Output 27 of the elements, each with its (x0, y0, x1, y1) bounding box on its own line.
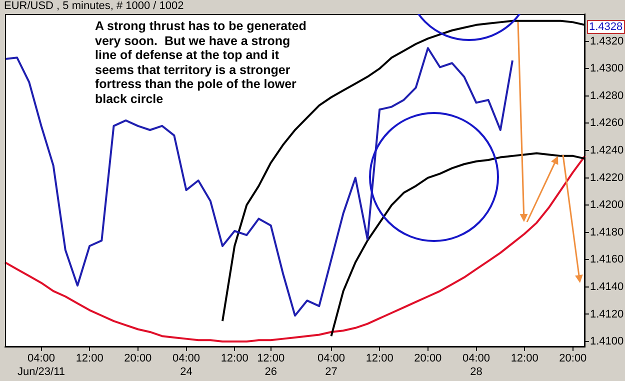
x-tick-label: 20:00 (559, 352, 587, 365)
y-tick-label: 1.4180 (590, 226, 624, 238)
x-tick-label: 04:00 28 (462, 352, 490, 378)
y-tick-label: 1.4160 (590, 254, 624, 266)
x-tick-label: 12:00 26 (257, 352, 285, 378)
chart-title: EUR/USD , 5 minutes, # 1000 / 1002 (4, 0, 184, 12)
y-tick-label: 1.4140 (590, 280, 624, 293)
x-tick-label: 20:00 (414, 352, 442, 365)
x-tick-label: 04:00 24 (172, 352, 200, 378)
y-tick-label: 1.4200 (590, 199, 624, 212)
x-tick-label: 12:00 (510, 352, 538, 365)
x-tick-label: 12:00 (366, 352, 394, 365)
y-tick-label: 1.4120 (590, 308, 624, 320)
x-tick-label: 12:00 (76, 352, 104, 365)
y-tick-label: 1.4300 (590, 62, 624, 75)
annotation: A strong thrust has to be generated very soon. But we have a strong line of defense at the top and it seems that territory is a stronger fortress than the pole of the lower black circle (95, 19, 307, 106)
x-tick-label: 04:00 27 (317, 352, 346, 378)
y-tick-label: 1.4220 (590, 172, 624, 184)
text: 1.4328 (587, 20, 625, 34)
y-tick-label: 1.4240 (590, 144, 624, 157)
x-tick-label: 04:00 Jun/23/11 (17, 352, 66, 378)
y-tick-label: 1.4260 (590, 117, 624, 130)
y-tick-label: 1.4100 (590, 336, 624, 348)
x-tick-label: 20:00 (124, 352, 152, 365)
y-tick-label: 1.4280 (590, 90, 624, 102)
y-tick-label: 1.4320 (590, 35, 624, 48)
x-tick-label: 12:00 (220, 352, 248, 365)
